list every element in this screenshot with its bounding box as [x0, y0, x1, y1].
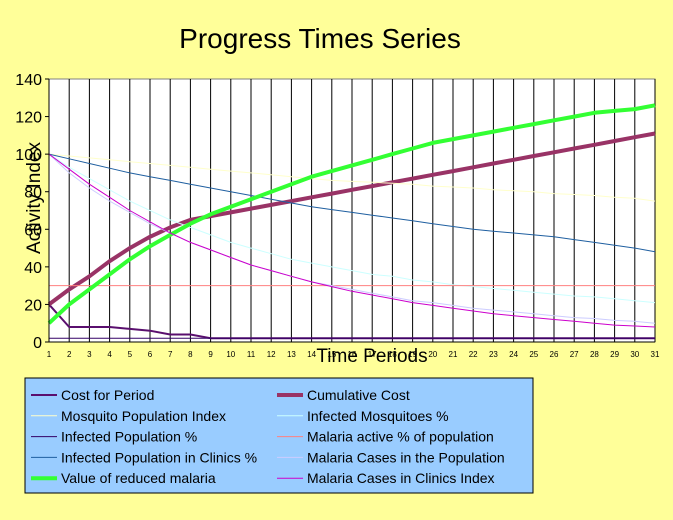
x-tick-label: 4 — [107, 350, 112, 359]
x-axis-ticks: 1 2 3 4 5 6 7 8 9 10 11 12 13 14 15 16 17 18 19 20 21 22 23 24 2… — [47, 350, 660, 359]
y-tick-label: 60 — [24, 222, 42, 239]
x-axis-label: Time Periods — [316, 346, 427, 367]
legend-label: Malaria Cases in the Population — [307, 449, 505, 465]
x-tick-label: 5 — [128, 350, 133, 359]
x-tick-label: 22 — [469, 350, 478, 359]
x-tick-label: 16 — [348, 350, 357, 359]
x-tick-label: 6 — [148, 350, 153, 359]
y-tick-label: 20 — [24, 297, 42, 314]
legend-label: Infected Population % — [61, 429, 197, 445]
x-tick-label: 20 — [428, 350, 437, 359]
x-tick-label: 12 — [267, 350, 276, 359]
x-tick-label: 26 — [550, 350, 559, 359]
x-tick-label: 10 — [226, 350, 235, 359]
x-tick-label: 19 — [408, 350, 417, 359]
x-tick-label: 23 — [489, 350, 498, 359]
series-infected-mosquitoes — [48, 153, 656, 304]
x-tick-label: 27 — [570, 350, 579, 359]
chart-title: Progress Times Series — [179, 23, 461, 54]
y-tick-label: 0 — [33, 335, 42, 352]
x-tick-label: 8 — [188, 350, 193, 359]
x-tick-label: 15 — [327, 350, 336, 359]
x-tick-label: 3 — [87, 350, 92, 359]
series-cumulative-cost — [47, 131, 656, 307]
y-tick-label: 140 — [15, 72, 42, 89]
legend-label: Cost for Period — [61, 387, 154, 403]
series-mosquito-population-index — [48, 153, 656, 202]
legend-label: Mosquito Population Index — [61, 408, 226, 424]
x-tick-label: 1 — [47, 350, 52, 359]
legend-label: Value of reduced malaria — [61, 470, 216, 486]
series-lines — [47, 79, 656, 343]
x-tick-label: 2 — [67, 350, 72, 359]
y-axis-label: Activity Index — [24, 142, 45, 254]
x-tick-label: 17 — [368, 350, 377, 359]
y-tick-label: 120 — [15, 110, 42, 127]
x-tick-label: 30 — [630, 350, 639, 359]
x-tick-label: 21 — [449, 350, 458, 359]
series-malaria-cases-in-clinics-index — [48, 153, 656, 328]
x-tick-label: 14 — [307, 350, 316, 359]
x-tick-label: 18 — [388, 350, 397, 359]
x-tick-label: 11 — [247, 350, 256, 359]
legend: Cost for Period Cumulative Cost Mosquito P… — [31, 387, 505, 486]
series-malaria-cases-in-the-population — [48, 153, 656, 324]
legend-label: Malaria Cases in Clinics Index — [307, 470, 495, 486]
legend-label: Malaria active % of population — [307, 429, 494, 445]
legend-label: Cumulative Cost — [307, 387, 410, 403]
x-tick-label: 9 — [208, 350, 213, 359]
x-tick-label: 28 — [590, 350, 599, 359]
x-tick-label: 29 — [610, 350, 619, 359]
x-tick-label: 25 — [529, 350, 538, 359]
legend-label: Infected Mosquitoes % — [307, 408, 449, 424]
legend-box — [24, 377, 534, 494]
x-tick-label: 13 — [287, 350, 296, 359]
x-tick-label: 24 — [509, 350, 518, 359]
y-axis-ticks: 0 20 40 60 80 100 120 140 — [15, 72, 49, 352]
series-infected-population-in-clinics — [48, 153, 656, 253]
y-tick-label: 100 — [15, 147, 42, 164]
y-tick-label: 40 — [24, 260, 42, 277]
series-value-of-reduced-malaria — [47, 103, 656, 325]
x-tick-label: 31 — [651, 350, 660, 359]
y-tick-label: 80 — [24, 185, 42, 202]
x-tick-label: 7 — [168, 350, 173, 359]
legend-label: Infected Population in Clinics % — [61, 449, 257, 465]
